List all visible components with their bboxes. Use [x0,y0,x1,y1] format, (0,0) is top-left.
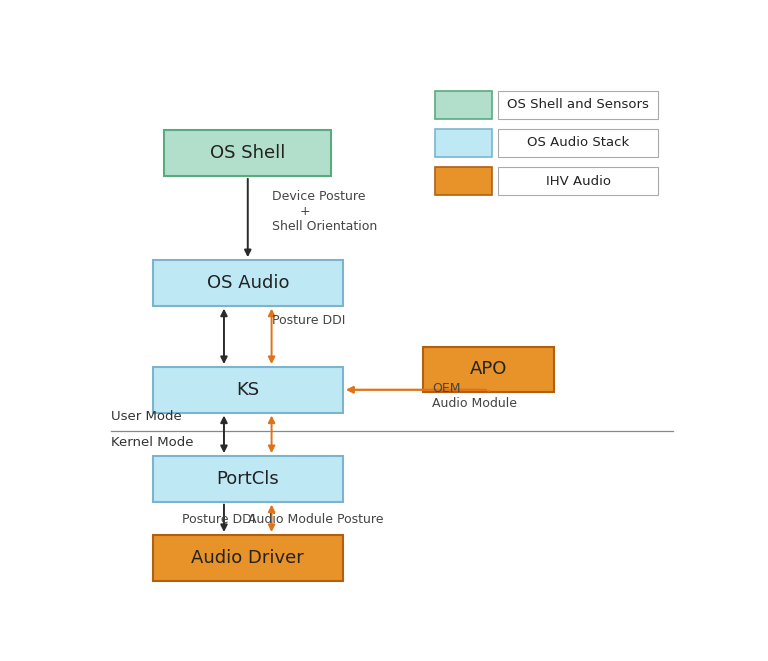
Text: User Mode: User Mode [111,410,181,423]
Text: Kernel Mode: Kernel Mode [111,436,194,449]
Text: Audio Driver: Audio Driver [191,549,304,566]
FancyBboxPatch shape [498,167,658,195]
FancyBboxPatch shape [435,167,492,195]
FancyBboxPatch shape [153,456,343,502]
Text: KS: KS [237,381,260,399]
Text: OS Shell: OS Shell [210,144,286,162]
Text: Posture DDI: Posture DDI [272,315,345,327]
Text: Audio Module Posture: Audio Module Posture [248,513,383,526]
Text: APO: APO [470,360,508,379]
FancyBboxPatch shape [435,129,492,157]
FancyBboxPatch shape [153,535,343,580]
FancyBboxPatch shape [498,91,658,119]
Text: IHV Audio: IHV Audio [545,175,611,188]
Text: OS Audio: OS Audio [207,274,289,292]
Text: OS Audio Stack: OS Audio Stack [527,136,629,149]
Text: Posture DDI: Posture DDI [182,513,256,526]
FancyBboxPatch shape [153,260,343,306]
Text: OS Shell and Sensors: OS Shell and Sensors [507,98,649,111]
FancyBboxPatch shape [435,91,492,119]
Text: OEM
Audio Module: OEM Audio Module [432,382,518,410]
Text: PortCls: PortCls [217,470,279,488]
FancyBboxPatch shape [498,129,658,157]
Text: Device Posture
       +
Shell Orientation: Device Posture + Shell Orientation [272,190,377,233]
FancyBboxPatch shape [153,367,343,412]
FancyBboxPatch shape [423,346,554,393]
FancyBboxPatch shape [164,130,331,176]
